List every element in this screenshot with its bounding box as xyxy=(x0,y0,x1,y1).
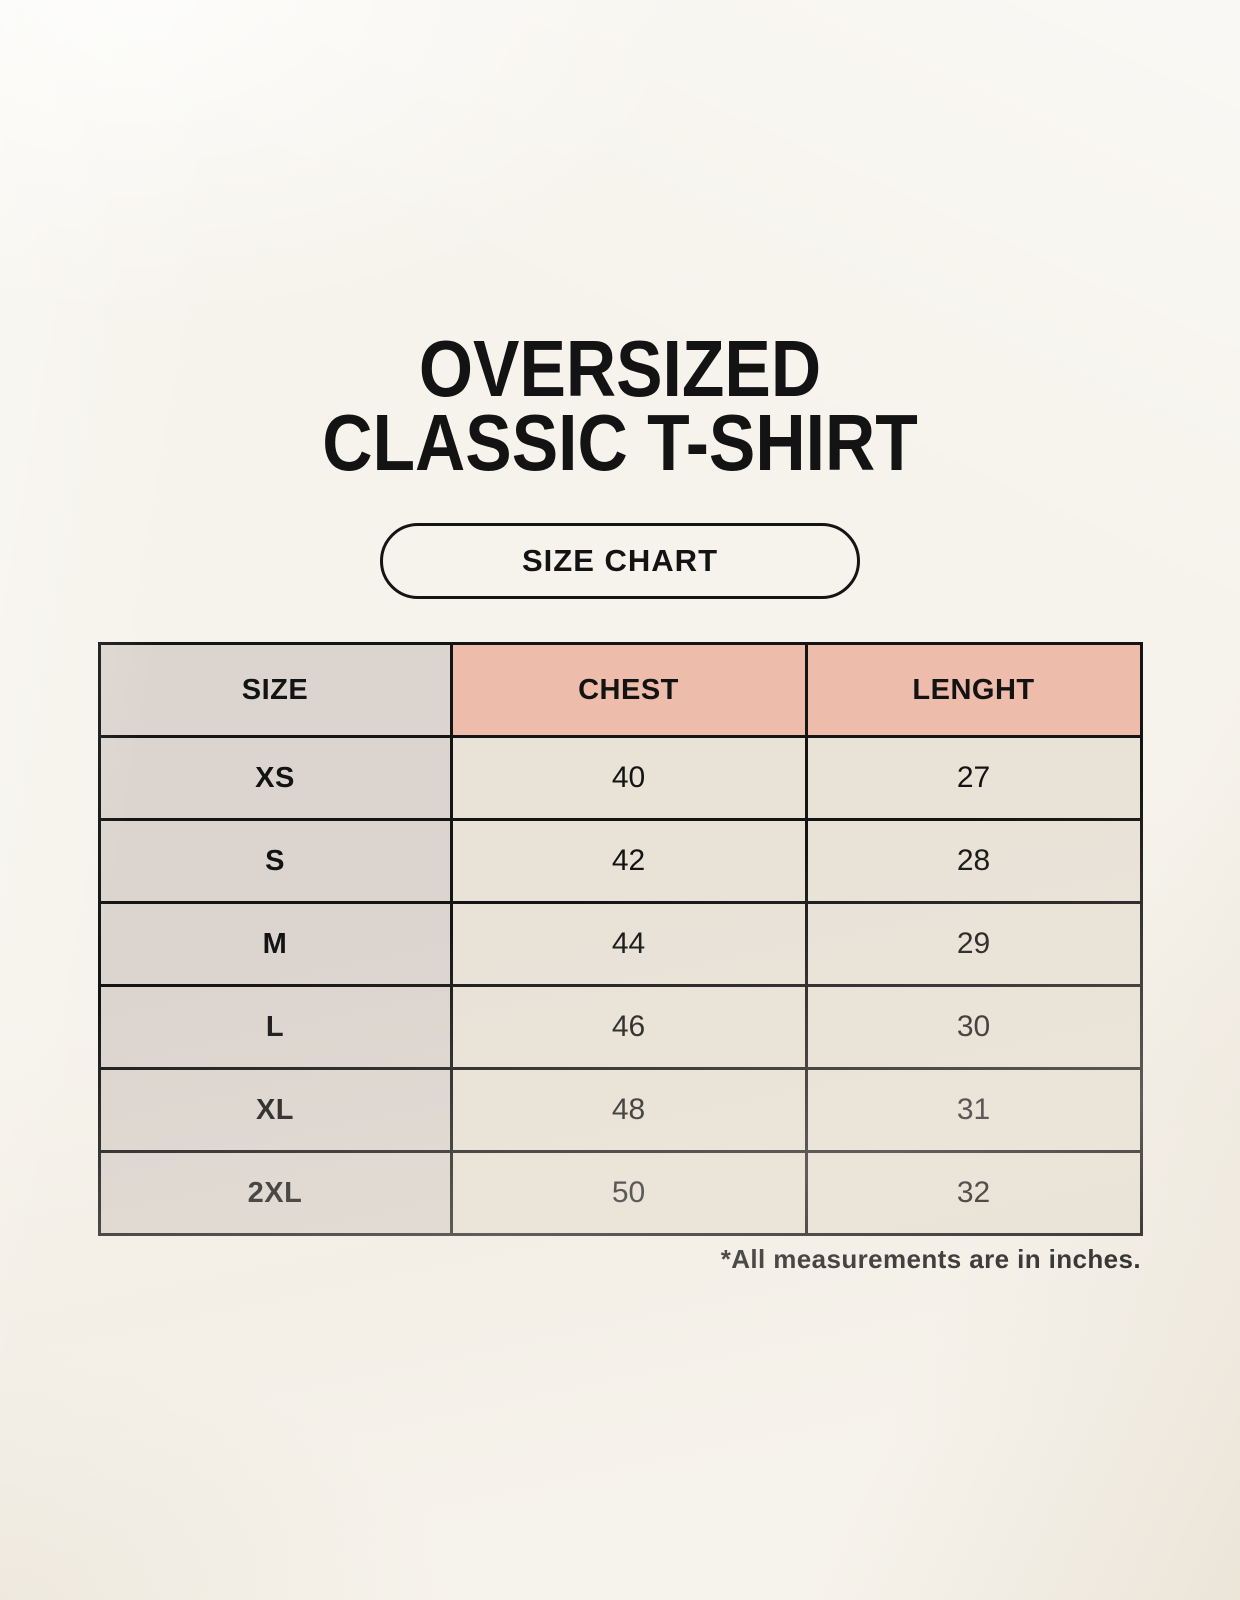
table-row-l: L 46 30 xyxy=(97,984,1143,1071)
column-header-length: LENGHT xyxy=(804,642,1143,739)
length-value: 32 xyxy=(804,1150,1143,1237)
chest-value: 48 xyxy=(449,1067,808,1154)
product-title: OVERSIZED CLASSIC T-SHIRT xyxy=(81,324,1160,487)
size-label: L xyxy=(97,984,453,1071)
size-label: XS xyxy=(97,735,453,822)
chest-value: 46 xyxy=(449,984,808,1071)
measurements-footnote: *All measurements are in inches. xyxy=(720,1244,1141,1275)
size-label: M xyxy=(97,901,453,988)
chest-value: 40 xyxy=(449,735,808,822)
length-value: 27 xyxy=(804,735,1143,822)
table-header-row: SIZE CHEST LENGHT xyxy=(97,642,1143,739)
size-label: S xyxy=(97,818,453,905)
product-title-line2: CLASSIC T-SHIRT xyxy=(322,397,918,487)
chest-value: 50 xyxy=(449,1150,808,1237)
size-chart-button-label: SIZE CHART xyxy=(522,543,718,579)
table-row-xl: XL 48 31 xyxy=(97,1067,1143,1154)
table-row-xs: XS 40 27 xyxy=(97,735,1143,822)
table-row-s: S 42 28 xyxy=(97,818,1143,905)
size-chart-table: SIZE CHEST LENGHT XS 40 27 S 42 28 M 44 … xyxy=(97,642,1143,1237)
size-label: XL xyxy=(97,1067,453,1154)
column-header-chest: CHEST xyxy=(449,642,808,739)
length-value: 30 xyxy=(804,984,1143,1071)
chest-value: 44 xyxy=(449,901,808,988)
size-chart-button[interactable]: SIZE CHART xyxy=(380,523,860,600)
product-title-line1: OVERSIZED xyxy=(418,324,822,413)
size-label: 2XL xyxy=(97,1150,453,1237)
length-value: 28 xyxy=(804,818,1143,905)
length-value: 29 xyxy=(804,901,1143,988)
chest-value: 42 xyxy=(449,818,808,905)
length-value: 31 xyxy=(804,1067,1143,1154)
column-header-size: SIZE xyxy=(97,642,453,739)
table-row-2xl: 2XL 50 32 xyxy=(97,1150,1143,1237)
table-row-m: M 44 29 xyxy=(97,901,1143,988)
